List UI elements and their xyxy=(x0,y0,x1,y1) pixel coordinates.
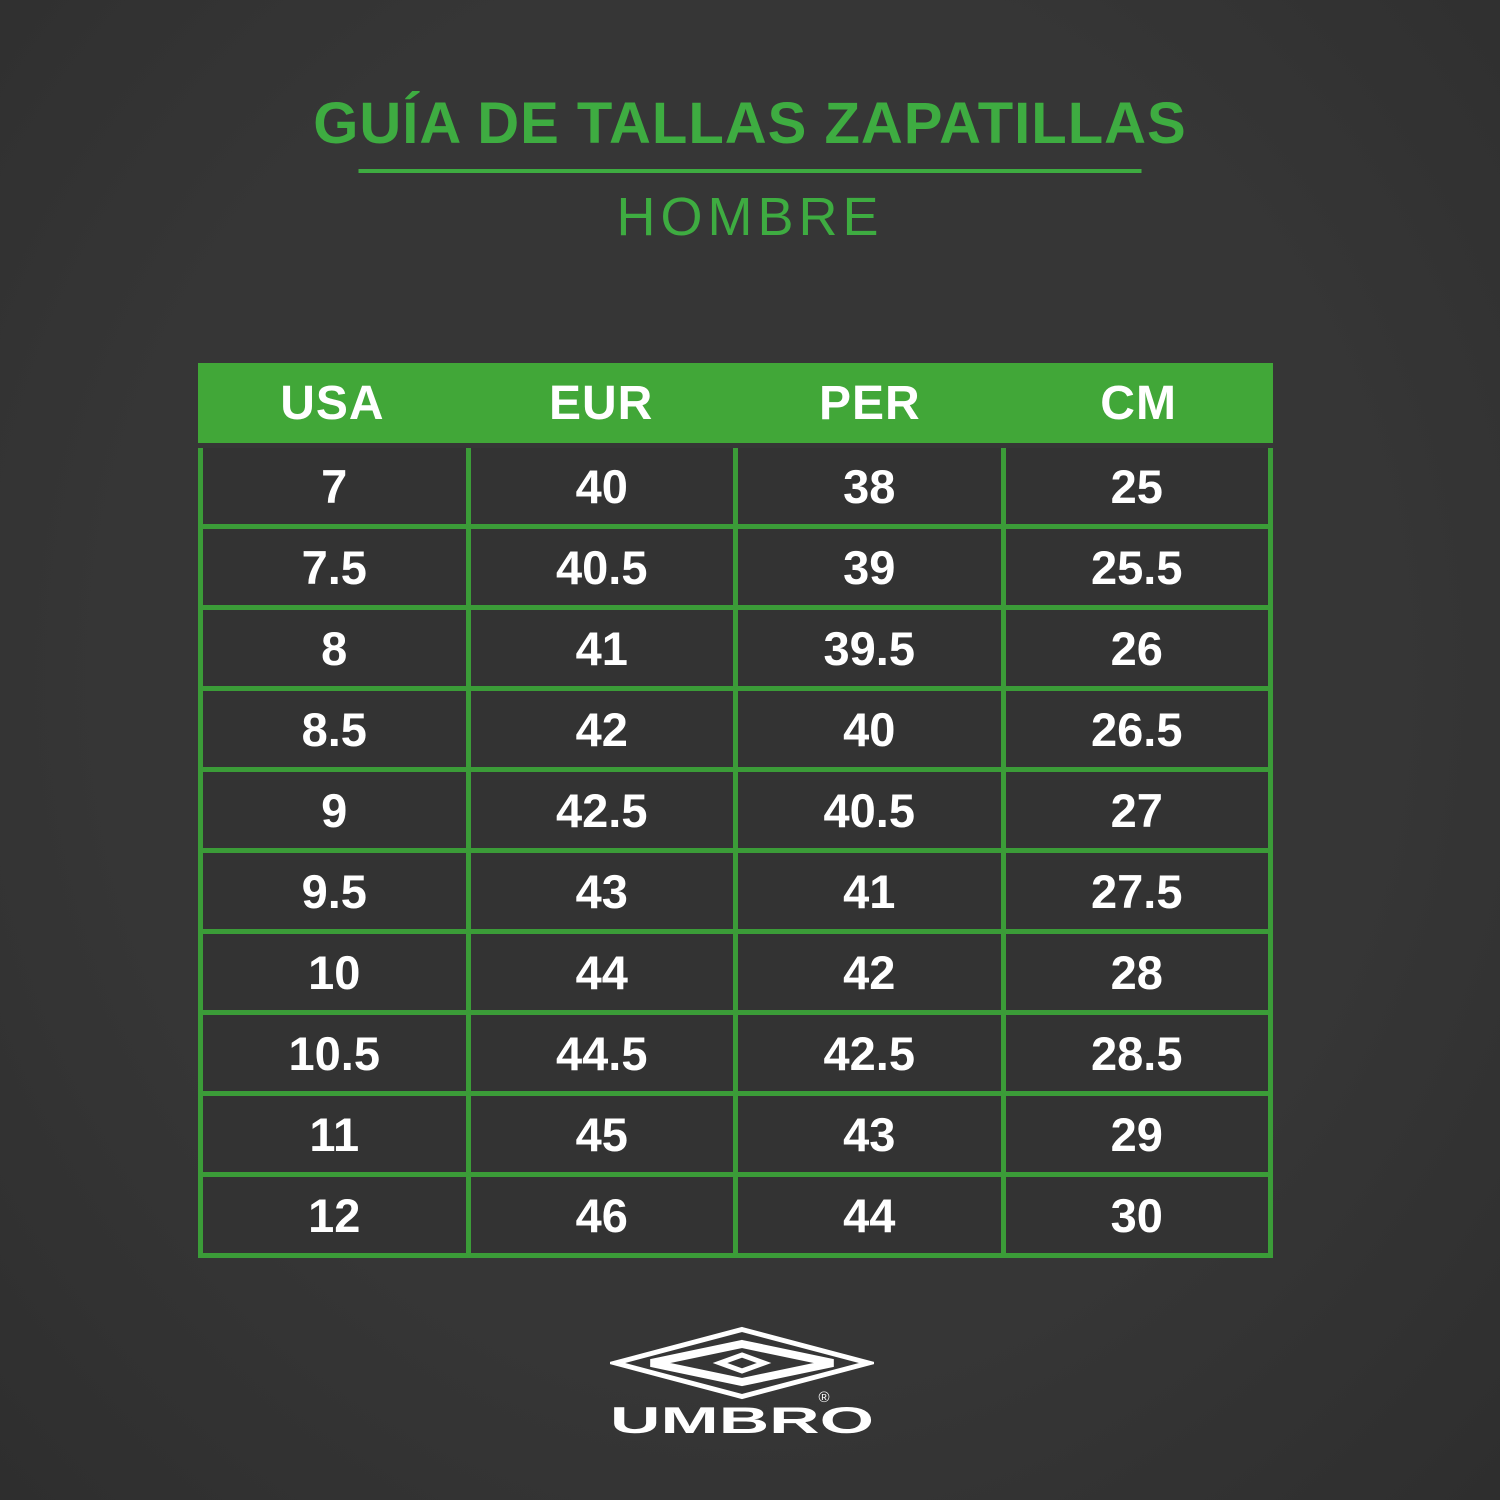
table-cell: 30 xyxy=(1005,1177,1268,1253)
title-underline xyxy=(358,169,1142,173)
table-cell: 42 xyxy=(470,691,733,767)
table-cell: 26.5 xyxy=(1005,691,1268,767)
table-cell: 12 xyxy=(203,1177,466,1253)
table-cell: 29 xyxy=(1005,1096,1268,1172)
table-cell: 26 xyxy=(1005,610,1268,686)
table-cell: 44 xyxy=(470,934,733,1010)
table-cell: 25.5 xyxy=(1005,529,1268,605)
page-subtitle: HOMBRE xyxy=(616,187,884,247)
table-cell: 44 xyxy=(738,1177,1001,1253)
column-header-per: PER xyxy=(819,376,921,430)
column-header-eur: EUR xyxy=(548,376,654,430)
table-cell: 44.5 xyxy=(470,1015,733,1091)
table-cell: 40 xyxy=(738,691,1001,767)
registered-trademark-icon: ® xyxy=(818,1389,829,1406)
size-table: USA EUR PER CM 7 40 38 25 7.5 40.5 39 25.5 8 41 39.5 2… xyxy=(198,363,1273,1258)
table-cell: 10 xyxy=(203,934,466,1010)
table-cell: 40 xyxy=(470,448,733,524)
table-cell: 41 xyxy=(738,853,1001,929)
table-cell: 9 xyxy=(203,772,466,848)
table-cell: 42 xyxy=(738,934,1001,1010)
table-cell: 10.5 xyxy=(203,1015,466,1091)
table-cell: 9.5 xyxy=(203,853,466,929)
table-cell: 25 xyxy=(1005,448,1268,524)
umbro-wordmark: UMBRO xyxy=(610,1400,874,1438)
table-cell: 27 xyxy=(1005,772,1268,848)
table-cell: 8 xyxy=(203,610,466,686)
table-cell: 40.5 xyxy=(738,772,1001,848)
table-cell: 46 xyxy=(470,1177,733,1253)
page-title: GUÍA DE TALLAS ZAPATILLAS xyxy=(313,91,1187,156)
table-cell: 28 xyxy=(1005,934,1268,1010)
table-cell: 41 xyxy=(470,610,733,686)
table-cell: 7 xyxy=(203,448,466,524)
table-cell: 39.5 xyxy=(738,610,1001,686)
umbro-logo: ® UMBRO xyxy=(610,1326,874,1438)
table-cell: 39 xyxy=(738,529,1001,605)
table-cell: 11 xyxy=(203,1096,466,1172)
table-cell: 45 xyxy=(470,1096,733,1172)
table-cell: 42.5 xyxy=(470,772,733,848)
size-table-body: 7 40 38 25 7.5 40.5 39 25.5 8 41 39.5 26 8.5 42 40 26.5… xyxy=(198,448,1273,1258)
size-table-header: USA EUR PER CM xyxy=(198,363,1273,443)
table-cell: 7.5 xyxy=(203,529,466,605)
table-cell: 42.5 xyxy=(738,1015,1001,1091)
table-cell: 38 xyxy=(738,448,1001,524)
table-cell: 27.5 xyxy=(1005,853,1268,929)
table-cell: 40.5 xyxy=(470,529,733,605)
table-cell: 28.5 xyxy=(1005,1015,1268,1091)
umbro-diamond-icon xyxy=(610,1326,874,1400)
column-header-cm: CM xyxy=(1100,376,1177,430)
table-cell: 43 xyxy=(738,1096,1001,1172)
column-header-usa: USA xyxy=(280,376,385,430)
table-cell: 43 xyxy=(470,853,733,929)
table-cell: 8.5 xyxy=(203,691,466,767)
